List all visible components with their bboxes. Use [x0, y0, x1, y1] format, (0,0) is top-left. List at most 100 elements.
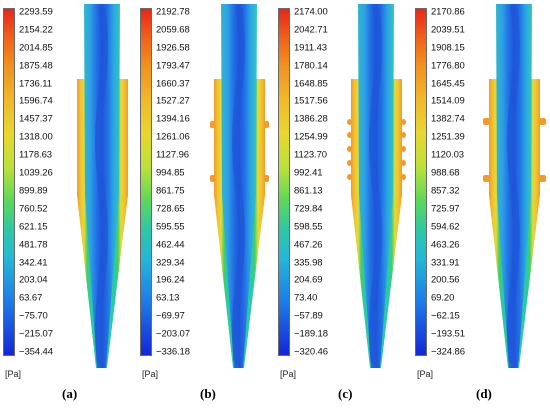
unit-label: [Pa] [280, 369, 297, 379]
low-pressure-core [95, 6, 108, 368]
inlet-port [264, 175, 269, 182]
panel-caption: (c) [338, 386, 353, 401]
colorbar-tick-label: 2059.68 [156, 24, 190, 36]
colorbar-tick-label: −69.97 [156, 310, 185, 322]
colorbar-tick-label: −336.18 [156, 346, 190, 358]
cyclone-pressure-contour [77, 4, 128, 368]
colorbar-tick-label: 1039.26 [19, 167, 53, 179]
inlet-port [264, 121, 269, 128]
colorbar-tick-label: 594.62 [431, 221, 460, 233]
colorbar-tick-labels: 2174.00 2042.71 1911.43 1780.14 1648.85 1517.… [294, 0, 354, 360]
colorbar-tick-label: −193.51 [431, 328, 465, 340]
colorbar-tick-label: 2170.86 [431, 6, 465, 18]
colorbar-tick-label: 2042.71 [294, 24, 328, 36]
colorbar-tick-label: 2174.00 [294, 6, 328, 18]
colorbar-tick-label: 204.69 [294, 274, 323, 286]
inlet-port [483, 118, 490, 125]
colorbar-tick-label: 857.32 [431, 185, 460, 197]
low-pressure-core [507, 6, 520, 368]
colorbar-tick-label: 1514.09 [431, 95, 465, 107]
colorbar-tick-label: 899.89 [19, 185, 48, 197]
colorbar-tick-label: 196.24 [156, 274, 185, 286]
colorbar-tick-label: 2154.22 [19, 24, 53, 36]
colorbar-tick-label: 2039.51 [431, 24, 465, 36]
colorbar-tick-label: 2014.85 [19, 42, 53, 54]
colorbar-tick-label: 1382.74 [431, 113, 465, 125]
colorbar-tick-label: −189.18 [294, 328, 328, 340]
inlet-port [347, 160, 352, 166]
colorbar-tick-label: 331.91 [431, 257, 460, 269]
inlet-port [347, 146, 352, 152]
colorbar-tick-label: 595.55 [156, 221, 185, 233]
colorbar-tick-label: 1908.15 [431, 42, 465, 54]
colorbar-tick-label: 462.44 [156, 239, 185, 251]
colorbar-tick-label: 1793.47 [156, 60, 190, 72]
panel-c: 2174.00 2042.71 1911.43 1780.14 1648.85 1517.… [275, 0, 412, 408]
colorbar-tick-label: 1254.99 [294, 131, 328, 143]
colorbar-tick-label: 481.78 [19, 239, 48, 251]
colorbar-tick-label: 728.65 [156, 203, 185, 215]
colorbar-tick-label: 1527.27 [156, 95, 190, 107]
inlet-port [539, 175, 546, 182]
inlet-port [401, 160, 406, 166]
colorbar-tick-label: 1645.45 [431, 78, 465, 90]
colorbar-tick-label: 1875.48 [19, 60, 53, 72]
colorbar-tick-label: 73.40 [294, 292, 318, 304]
colorbar-tick-label: −354.44 [19, 346, 53, 358]
colorbar-tick-label: 2293.59 [19, 6, 53, 18]
colorbar-tick-label: 1120.03 [431, 149, 464, 161]
colorbar-tick-label: 63.13 [156, 292, 180, 304]
inlet-port [210, 175, 215, 182]
colorbar-tick-label: 1123.70 [294, 149, 327, 161]
colorbar-tick-label: 1517.56 [294, 95, 328, 107]
colorbar-tick-label: 342.41 [19, 257, 48, 269]
low-pressure-core [369, 6, 382, 368]
colorbar-tick-label: 1911.43 [294, 42, 327, 54]
colorbar-tick-labels: 2170.86 2039.51 1908.15 1776.80 1645.45 1514.… [431, 0, 491, 360]
colorbar-tick-label: 994.85 [156, 167, 185, 179]
panel-caption: (a) [62, 386, 78, 401]
low-pressure-core [232, 6, 245, 368]
inlet-port [347, 119, 352, 125]
colorbar-tick-labels: 2293.59 2154.22 2014.85 1875.48 1736.11 1596.… [19, 0, 79, 360]
colorbar-tick-label: 1780.14 [294, 60, 328, 72]
inlet-port [401, 146, 406, 152]
colorbar-tick-label: 1386.28 [294, 113, 328, 125]
colorbar-tick-label: −75.70 [19, 310, 48, 322]
colorbar-tick-label: 329.34 [156, 257, 185, 269]
colorbar-tick-label: −62.15 [431, 310, 460, 322]
colorbar-tick-label: 598.55 [294, 221, 323, 233]
colorbar-tick-label: 1596.74 [19, 95, 53, 107]
colorbar-tick-labels: 2192.78 2059.68 1926.58 1793.47 1660.37 1527.… [156, 0, 216, 360]
cyclone-pressure-contour [347, 4, 406, 368]
colorbar-tick-label: 729.84 [294, 203, 323, 215]
inlet-port [401, 132, 406, 138]
panel-caption: (d) [476, 386, 492, 401]
colorbar-tick-label: 1457.37 [19, 113, 53, 125]
colorbar-tick-label: 1178.63 [19, 149, 52, 161]
colorbar-tick-label: 621.15 [19, 221, 48, 233]
inlet-port [210, 121, 215, 128]
colorbar-tick-label: −320.46 [294, 346, 328, 358]
colorbar-tick-label: 988.68 [431, 167, 460, 179]
colorbar-gradient [415, 8, 427, 356]
colorbar-tick-label: 335.98 [294, 257, 323, 269]
panel-a: 2293.59 2154.22 2014.85 1875.48 1736.11 1596.… [0, 0, 137, 408]
colorbar-tick-label: 1660.37 [156, 78, 190, 90]
colorbar-gradient [278, 8, 290, 356]
inlet-port [539, 118, 546, 125]
colorbar-gradient [140, 8, 152, 356]
cyclone-pressure-contour [483, 4, 546, 368]
colorbar-tick-label: 467.26 [294, 239, 323, 251]
inlet-port [347, 132, 352, 138]
colorbar-tick-label: 203.04 [19, 274, 48, 286]
colorbar-tick-label: 1736.11 [19, 78, 52, 90]
colorbar-tick-label: 463.26 [431, 239, 460, 251]
colorbar-tick-label: 63.67 [19, 292, 43, 304]
inlet-port [347, 174, 352, 180]
unit-label: [Pa] [417, 369, 434, 379]
colorbar-tick-label: 200.56 [431, 274, 460, 286]
inlet-port [401, 174, 406, 180]
panel-caption: (b) [200, 386, 216, 401]
panel-b: 2192.78 2059.68 1926.58 1793.47 1660.37 1527.… [137, 0, 274, 408]
